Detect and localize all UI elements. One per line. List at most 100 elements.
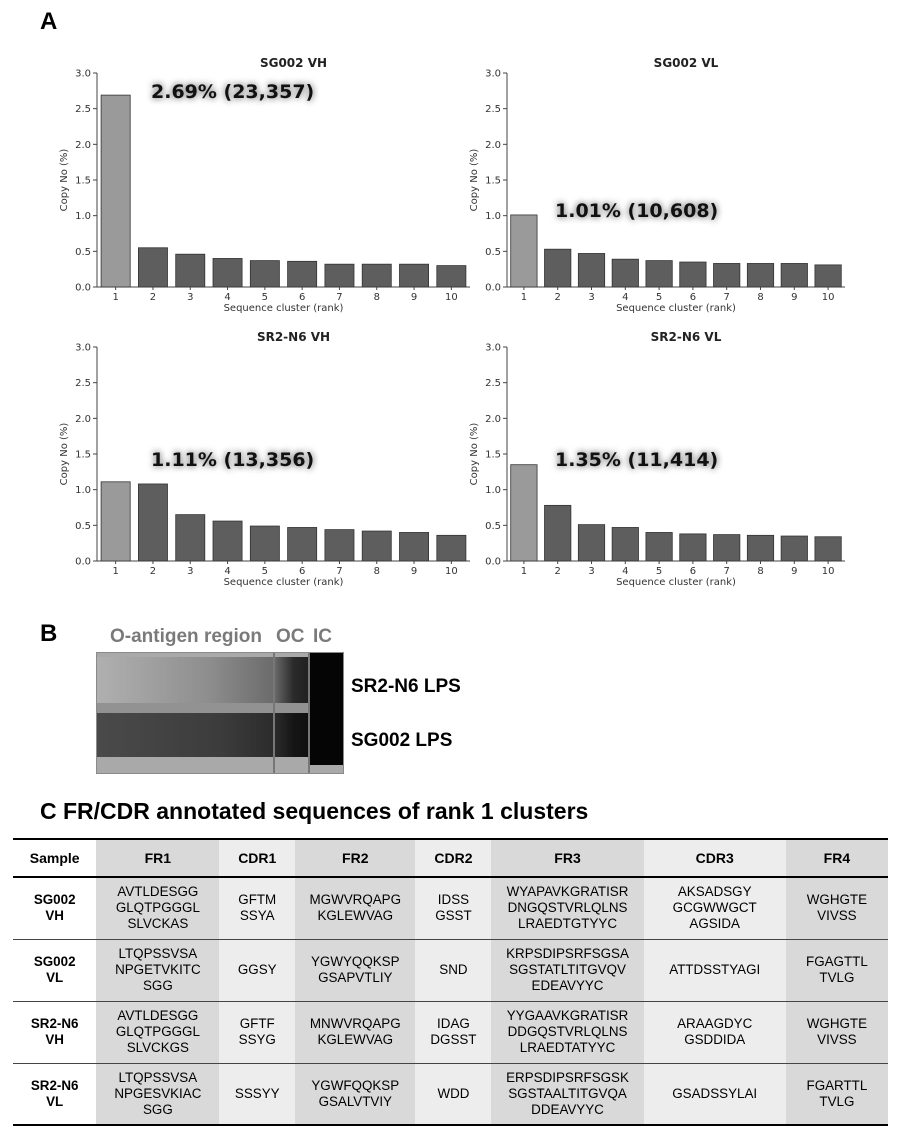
table-header-row: Sample FR1 CDR1 FR2 CDR2 FR3 CDR3 FR4 <box>13 839 888 877</box>
sequence-line: DDEAVYYC <box>531 1101 604 1117</box>
cdr3-cell: ARAAGDYC GSDDIDA <box>643 1001 786 1063</box>
bar-rank-7 <box>713 263 741 288</box>
bar-rank-9 <box>399 263 429 288</box>
sequence-line: SGG <box>142 1101 173 1117</box>
y-tick-label: 2.0 <box>75 140 91 151</box>
annotation-glow: 1.35% (11,414) <box>555 449 718 471</box>
rank1-annotation: 1.11% (13,356) <box>151 449 314 471</box>
sequence-line: NPGESVKIAC <box>114 1085 202 1101</box>
fr3-cell: ERPSDIPSRFSGSK SGSTAALTITGVQA DDEAVYYC <box>491 1063 644 1125</box>
y-tick-label: 0.0 <box>485 557 501 568</box>
y-tick-label: 0.0 <box>75 283 91 294</box>
bar-rank-5 <box>645 532 673 562</box>
y-tick-label: 2.5 <box>75 378 91 389</box>
bar-rank-5 <box>249 525 280 562</box>
lane-label-sg002-lps: SG002 LPS <box>351 730 453 751</box>
y-tick-label: 0.5 <box>75 247 91 258</box>
chart-title: SG002 VH <box>260 56 327 70</box>
sequence-line: GFTM <box>238 892 277 908</box>
bar-rank-8 <box>746 263 775 288</box>
x-tick-label: 2 <box>150 566 156 577</box>
x-tick-label: 6 <box>690 292 696 303</box>
fr2-cell: MGWVRQAPG KGLEWVAG <box>295 877 416 939</box>
header-fr1: FR1 <box>96 839 220 877</box>
lps-gel-image <box>96 652 344 774</box>
bar-rank-10 <box>436 534 467 562</box>
y-tick-label: 0.5 <box>485 247 501 258</box>
cdr2-cell: IDSS GSST <box>415 877 492 939</box>
sequence-line: YGWYQQKSP <box>311 954 400 969</box>
sequence-line: WYAPAVKGRATISR <box>506 884 629 900</box>
sequence-line: GSAPVTLIY <box>318 970 393 985</box>
bar-rank-3 <box>577 253 606 288</box>
fr1-cell: LTQPSSVSA NPGESVKIAC SGG <box>96 1063 220 1125</box>
y-tick-label: 3.0 <box>485 69 501 80</box>
y-axis-label: Copy No (%) <box>59 423 70 486</box>
sample-name-line: SG002 <box>33 954 76 969</box>
bar-rank-1 <box>100 94 131 288</box>
cdr1-cell: SSSYY <box>219 1063 296 1125</box>
sample-cell: SG002 VL <box>13 939 97 1001</box>
y-tick-label: 0.5 <box>75 521 91 532</box>
sequence-line: SSYA <box>239 908 275 924</box>
bar-rank-1 <box>510 214 538 288</box>
y-tick-label: 1.5 <box>75 450 91 461</box>
x-tick-label: 4 <box>224 566 230 577</box>
sequence-line: SGG <box>142 978 173 993</box>
x-tick-label: 6 <box>690 566 696 577</box>
chart-title: SR2-N6 VH <box>257 330 330 344</box>
bar-charts-panel-a: 0.0 0.5 1.0 1.5 2.0 2.5 3.0 1 2 3 4 5 6 7 8 9 10 SG002 VH… <box>59 56 845 588</box>
rank1-annotation: 1.35% (11,414) <box>555 449 718 471</box>
cdr2-cell: IDAG DGSST <box>415 1001 492 1063</box>
y-axis-label: Copy No (%) <box>59 149 70 212</box>
bar-rank-4 <box>611 258 639 288</box>
bar-rank-6 <box>679 261 707 288</box>
sequence-line: NPGETVKITC <box>115 962 201 977</box>
y-tick-label: 2.5 <box>485 104 501 115</box>
sequence-line: GLQTPGGGL <box>115 1024 200 1039</box>
cdr2-cell: SND <box>415 939 492 1001</box>
sequence-line: KRPSDIPSRFSGSA <box>506 946 629 961</box>
bar-rank-5 <box>645 260 673 288</box>
y-tick-label: 1.5 <box>485 450 501 461</box>
y-tick-label: 0.5 <box>485 521 501 532</box>
sample-cell: SR2-N6 VH <box>13 1001 97 1063</box>
sequence-line: IDSS <box>437 892 470 908</box>
sequence-line: TVLG <box>819 970 855 985</box>
bar-rank-7 <box>713 534 741 562</box>
header-fr3: FR3 <box>491 839 644 877</box>
o-antigen-region-label: O-antigen region <box>110 626 262 647</box>
cdr1-cell: GFTM SSYA <box>219 877 296 939</box>
x-tick-label: 7 <box>724 566 730 577</box>
x-tick-label: 9 <box>411 292 417 303</box>
sequence-line: AVTLDESGG <box>117 1008 199 1023</box>
fr2-cell: YGWYQQKSP GSAPVTLIY <box>295 939 416 1001</box>
sequence-line: SGSTATLTITGVQV <box>509 962 626 977</box>
header-fr2: FR2 <box>295 839 416 877</box>
x-tick-label: 2 <box>150 292 156 303</box>
bar-rank-6 <box>287 260 318 288</box>
fr2-cell: MNWVRQAPG KGLEWVAG <box>295 1001 416 1063</box>
x-tick-label: 7 <box>336 292 342 303</box>
bar-rank-10 <box>814 264 842 288</box>
sequence-line: KGLEWVAG <box>317 908 394 924</box>
sequence-line: GSST <box>435 908 472 924</box>
sequence-line: LTQPSSVSA <box>118 946 198 961</box>
bar-rank-6 <box>679 533 707 562</box>
bar-rank-10 <box>436 265 467 288</box>
sequence-line: SSSYY <box>234 1085 280 1101</box>
bar-rank-1 <box>510 464 538 562</box>
lane-label-sr2-n6-lps: SR2-N6 LPS <box>351 676 461 697</box>
bar-rank-4 <box>212 258 243 288</box>
sequence-line: GFTF <box>239 1016 275 1031</box>
bar-rank-2 <box>138 483 168 562</box>
sequence-line: ARAAGDYC <box>677 1016 753 1031</box>
sequence-line: VIVSS <box>817 908 857 924</box>
fr3-cell: YYGAAVKGRATISR DDGQSTVRLQLNS LRAEDTATYYC <box>491 1001 644 1063</box>
x-tick-label: 4 <box>622 292 628 303</box>
sequence-line: FGARTTL <box>806 1077 868 1093</box>
sequence-line: DDGQSTVRLQLNS <box>507 1024 628 1039</box>
annotation-glow: 2.69% (23,357) <box>151 81 314 103</box>
fr4-cell: WGHGTE VIVSS <box>785 877 888 939</box>
panel-c-title: C FR/CDR annotated sequences of rank 1 c… <box>40 798 589 824</box>
